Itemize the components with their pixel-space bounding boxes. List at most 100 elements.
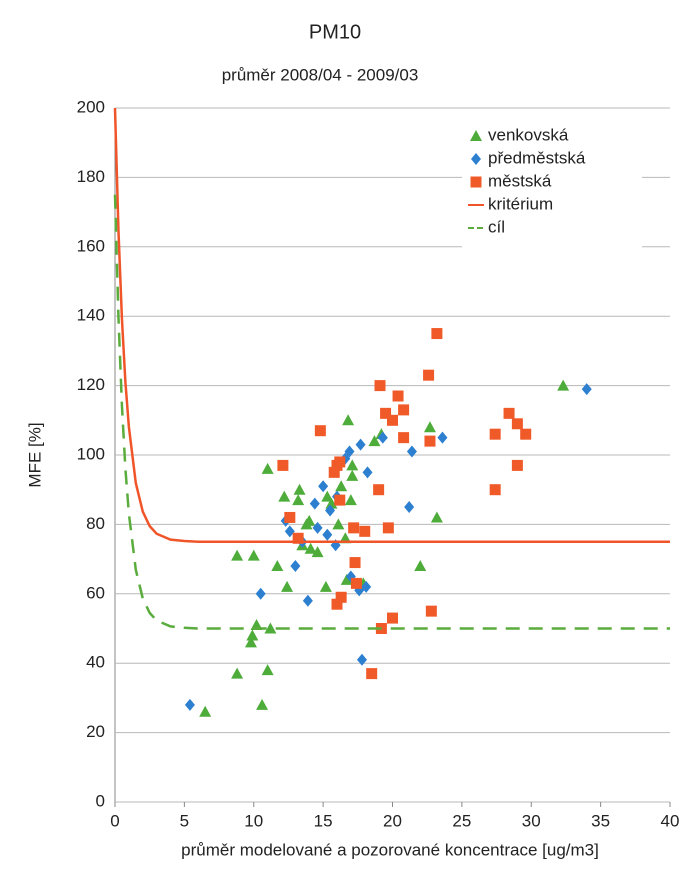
point [430, 511, 443, 523]
point [325, 504, 336, 517]
y-tick-label: 80 [86, 514, 105, 533]
x-tick-label: 30 [522, 811, 541, 830]
point [342, 414, 355, 426]
point [247, 549, 260, 561]
y-tick-label: 180 [77, 167, 105, 186]
point [328, 466, 340, 478]
point [335, 480, 348, 492]
legend-box [462, 122, 642, 274]
point [244, 636, 257, 648]
point [520, 428, 532, 440]
y-tick-label: 20 [86, 722, 105, 741]
point [271, 560, 284, 572]
point [281, 580, 294, 592]
point [424, 435, 436, 447]
point [264, 622, 277, 634]
x-tick-label: 10 [244, 811, 263, 830]
legend-swatch [471, 153, 481, 165]
x-tick-label: 15 [314, 811, 333, 830]
point [489, 428, 501, 440]
y-axis-label: MFE [%] [25, 422, 44, 487]
point [304, 542, 317, 554]
point [332, 518, 345, 530]
point [387, 612, 398, 624]
point [511, 418, 523, 430]
point [377, 431, 388, 444]
point [346, 459, 359, 471]
point [362, 466, 373, 479]
point [348, 522, 360, 534]
point [199, 705, 212, 717]
point [423, 369, 435, 381]
point [503, 407, 515, 419]
point [356, 653, 367, 666]
chart-title: PM10 [309, 21, 361, 43]
point [325, 497, 338, 509]
y-tick-label: 40 [86, 653, 105, 672]
point [344, 445, 355, 458]
point [581, 383, 592, 396]
legend-label: cíl [488, 217, 505, 236]
y-tick-label: 60 [86, 583, 105, 602]
point [312, 521, 323, 534]
point [511, 459, 523, 471]
point [261, 664, 274, 676]
point [423, 421, 436, 433]
point [366, 668, 378, 680]
y-tick-label: 100 [77, 444, 105, 463]
y-tick-label: 120 [77, 375, 105, 394]
point [284, 525, 295, 538]
point [368, 435, 381, 447]
point [231, 549, 244, 561]
point [557, 379, 570, 391]
point [293, 483, 306, 495]
point [318, 480, 329, 493]
point [382, 522, 394, 534]
point [319, 580, 332, 592]
series-line [113, 194, 670, 630]
point [374, 380, 386, 392]
point [246, 629, 259, 641]
point [314, 425, 326, 437]
x-tick-label: 20 [383, 811, 402, 830]
x-axis-label: průměr modelované a pozorované koncentra… [181, 840, 599, 859]
point [335, 591, 347, 603]
point [334, 494, 346, 506]
point [290, 560, 301, 573]
legend-label: venkovská [488, 125, 569, 144]
point [387, 414, 398, 426]
point [278, 490, 291, 502]
point [489, 484, 501, 496]
point [437, 431, 448, 444]
y-tick-label: 200 [77, 97, 105, 116]
legend-label: kritérium [488, 194, 553, 213]
point [255, 587, 266, 600]
chart-subtitle: průměr 2008/04 - 2009/03 [222, 65, 419, 84]
point [373, 484, 385, 496]
point [231, 667, 244, 679]
point [309, 497, 320, 510]
point [284, 511, 296, 523]
point [302, 594, 313, 607]
point [322, 528, 333, 541]
point [359, 525, 371, 537]
point [256, 698, 269, 710]
legend-swatch [470, 130, 482, 141]
point [349, 557, 361, 569]
point [277, 459, 289, 471]
x-tick-label: 40 [661, 811, 680, 830]
point [431, 328, 443, 340]
x-tick-label: 25 [452, 811, 471, 830]
legend-label: městská [488, 171, 552, 190]
point [398, 432, 410, 444]
point [398, 404, 410, 416]
point [344, 494, 357, 506]
point [346, 469, 359, 481]
point [292, 532, 304, 544]
y-tick-label: 140 [77, 306, 105, 325]
point [292, 494, 305, 506]
point [425, 605, 437, 617]
point [380, 407, 392, 419]
point [184, 698, 195, 711]
